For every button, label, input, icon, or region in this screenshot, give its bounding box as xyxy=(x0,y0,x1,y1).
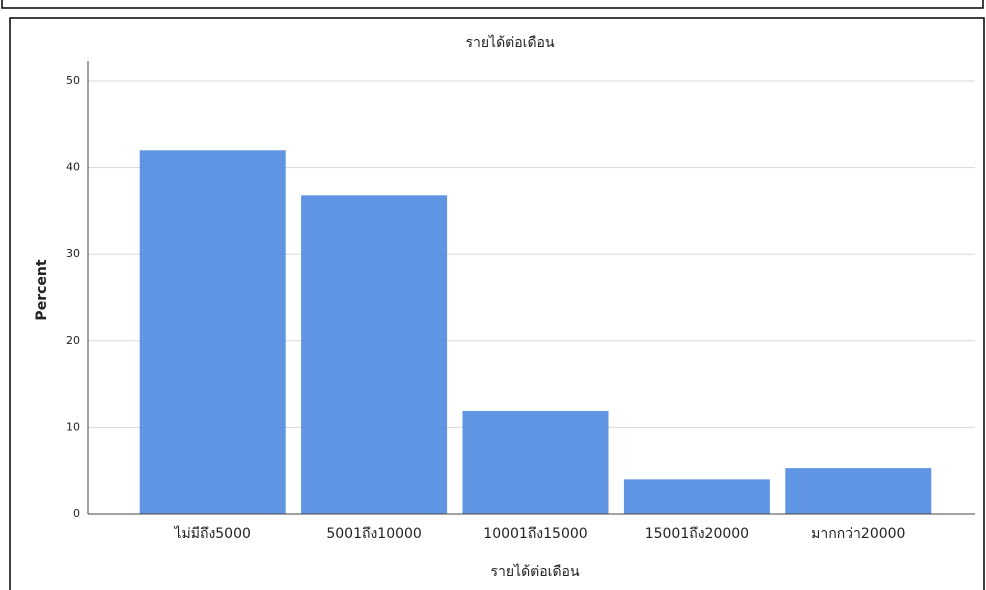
x-tick-label: 5001ถึง10000 xyxy=(326,526,421,542)
y-tick-label: 20 xyxy=(66,334,80,347)
bar xyxy=(301,195,448,514)
x-axis-title: รายได้ต่อเดือน xyxy=(490,563,580,580)
top-frame xyxy=(1,0,984,9)
x-tick-label: ไม่มีถึง5000 xyxy=(173,525,250,542)
bar xyxy=(139,150,286,514)
y-tick-label: 0 xyxy=(73,507,80,520)
chart-title: รายได้ต่อเดือน xyxy=(465,34,555,51)
bar xyxy=(785,468,932,514)
y-tick-label: 50 xyxy=(66,74,80,87)
bar xyxy=(623,479,770,514)
y-tick-label: 40 xyxy=(66,161,80,174)
y-tick-label: 30 xyxy=(66,247,80,260)
bar xyxy=(462,410,609,514)
x-tick-label: 15001ถึง20000 xyxy=(645,526,749,542)
chart-frame xyxy=(9,17,985,590)
x-tick-label: มากกว่า20000 xyxy=(811,526,905,542)
y-tick-label: 10 xyxy=(66,420,80,433)
y-axis-title: Percent xyxy=(34,259,50,320)
x-tick-label: 10001ถึง15000 xyxy=(483,526,587,542)
